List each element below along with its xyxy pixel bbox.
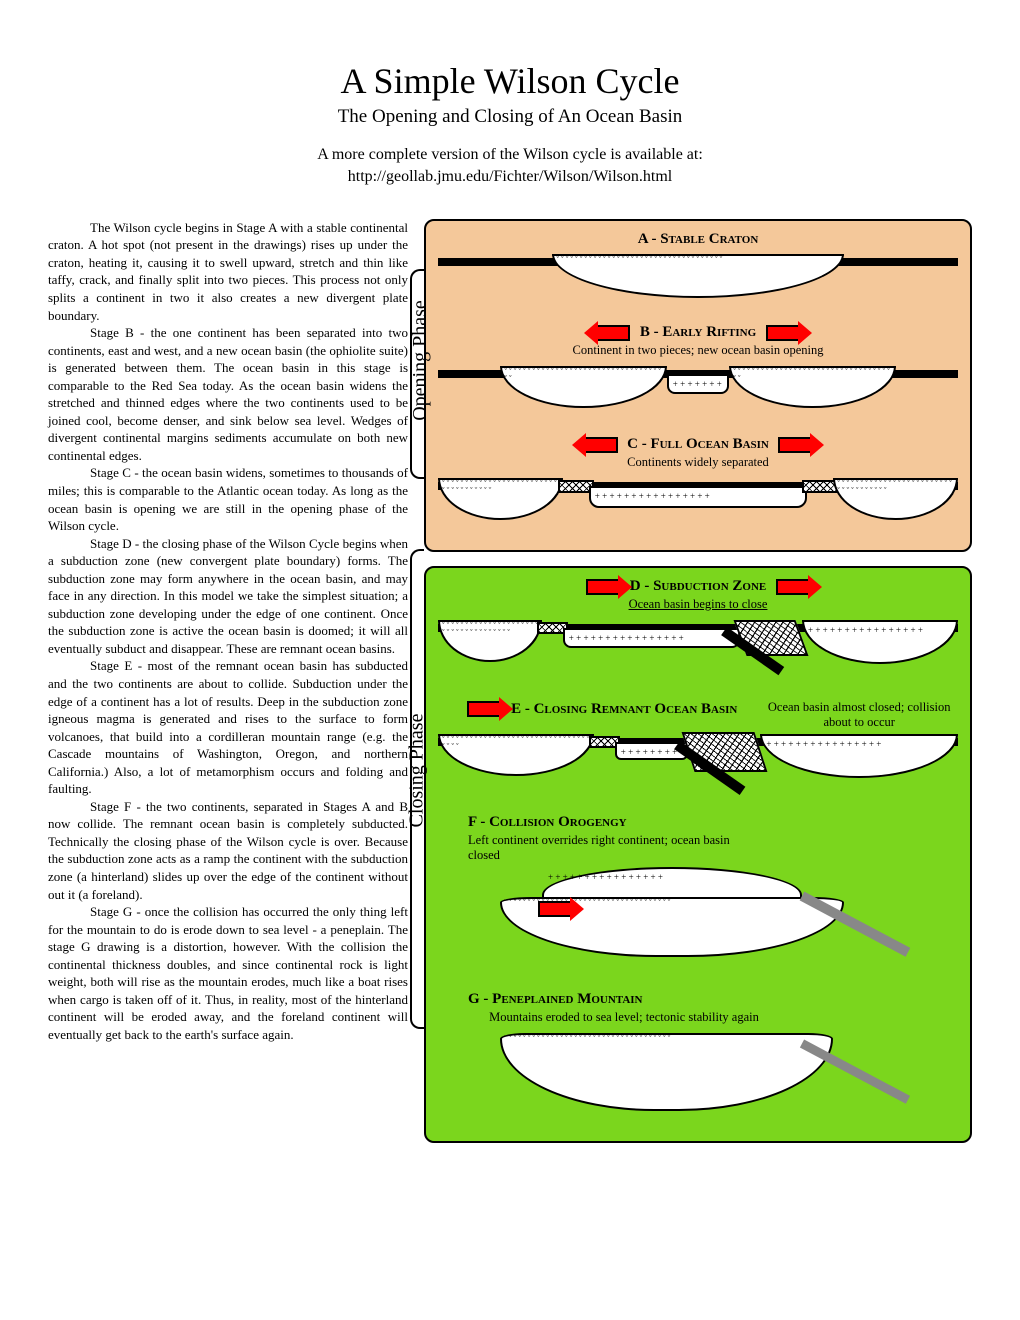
para-c: Stage C - the ocean basin widens, someti… [48,464,408,534]
para-b: Stage B - the one continent has been sep… [48,324,408,464]
more-info-text: A more complete version of the Wilson cy… [317,146,703,163]
content-row: The Wilson cycle begins in Stage A with … [48,219,972,1143]
stage-c-diagram [438,474,958,534]
para-d: Stage D - the closing phase of the Wilso… [48,535,408,658]
stage-d-diagram [438,616,958,686]
stage-e: E - Closing Remnant Ocean Basin Ocean ba… [438,700,958,800]
stage-f-sub: Left continent overrides right continent… [438,833,750,863]
stage-d: D - Subduction Zone Ocean basin begins t… [438,578,958,686]
stage-e-title: E - Closing Remnant Ocean Basin [511,701,737,717]
para-e: Stage E - most of the remnant ocean basi… [48,657,408,797]
stage-g-title: G - Peneplained Mountain [468,991,643,1007]
stage-f-diagram [438,867,958,977]
stage-b-diagram [438,362,958,422]
arrow-right-icon [538,901,572,917]
stage-b-title: B - Early Rifting [640,324,756,340]
arrow-right-icon [467,701,501,717]
stage-a-title: A - Stable Craton [638,231,759,247]
arrow-right-icon [778,437,812,453]
stage-g-sub: Mountains eroded to sea level; tectonic … [468,1010,780,1025]
para-f: Stage F - the two continents, separated … [48,798,408,903]
arrow-right-icon [776,579,810,595]
closing-panel: D - Subduction Zone Ocean basin begins t… [424,566,972,1143]
arrow-left-icon [596,325,630,341]
stage-a: A - Stable Craton [438,231,958,310]
stage-f-title: F - Collision Orogengy [468,814,627,830]
stage-g-diagram [438,1029,958,1129]
opening-panel: A - Stable Craton B - Early Rifting Cont… [424,219,972,552]
body-text-column: The Wilson cycle begins in Stage A with … [48,219,408,1143]
arrow-left-icon [584,437,618,453]
stage-b: B - Early Rifting Continent in two piece… [438,324,958,422]
brace-closing-icon [410,549,424,1029]
arrow-right-icon [586,579,620,595]
stage-a-diagram [438,250,958,310]
stage-g: G - Peneplained Mountain Mountains erode… [438,991,958,1129]
arrow-right-icon [766,325,800,341]
stage-f: F - Collision Orogengy Left continent ov… [438,814,958,977]
stage-b-sub: Continent in two pieces; new ocean basin… [438,343,958,358]
stage-e-diagram [438,730,958,800]
para-g: Stage G - once the collision has occurre… [48,903,408,1043]
page-subtitle: The Opening and Closing of An Ocean Basi… [48,106,972,128]
stage-d-sub: Ocean basin begins to close [438,597,958,612]
diagram-column: Opening Phase Closing Phase A - Stable C… [418,219,972,1143]
page-title: A Simple Wilson Cycle [48,60,972,102]
brace-opening-icon [410,269,424,479]
para-a: The Wilson cycle begins in Stage A with … [48,219,408,324]
stage-d-title: D - Subduction Zone [630,578,767,594]
stage-c: C - Full Ocean Basin Continents widely s… [438,436,958,534]
more-info: A more complete version of the Wilson cy… [48,144,972,189]
stage-e-sub: Ocean basin almost closed; collision abo… [760,700,958,730]
more-info-url: http://geollab.jmu.edu/Fichter/Wilson/Wi… [348,168,672,185]
stage-c-title: C - Full Ocean Basin [627,436,769,452]
stage-c-sub: Continents widely separated [438,455,958,470]
